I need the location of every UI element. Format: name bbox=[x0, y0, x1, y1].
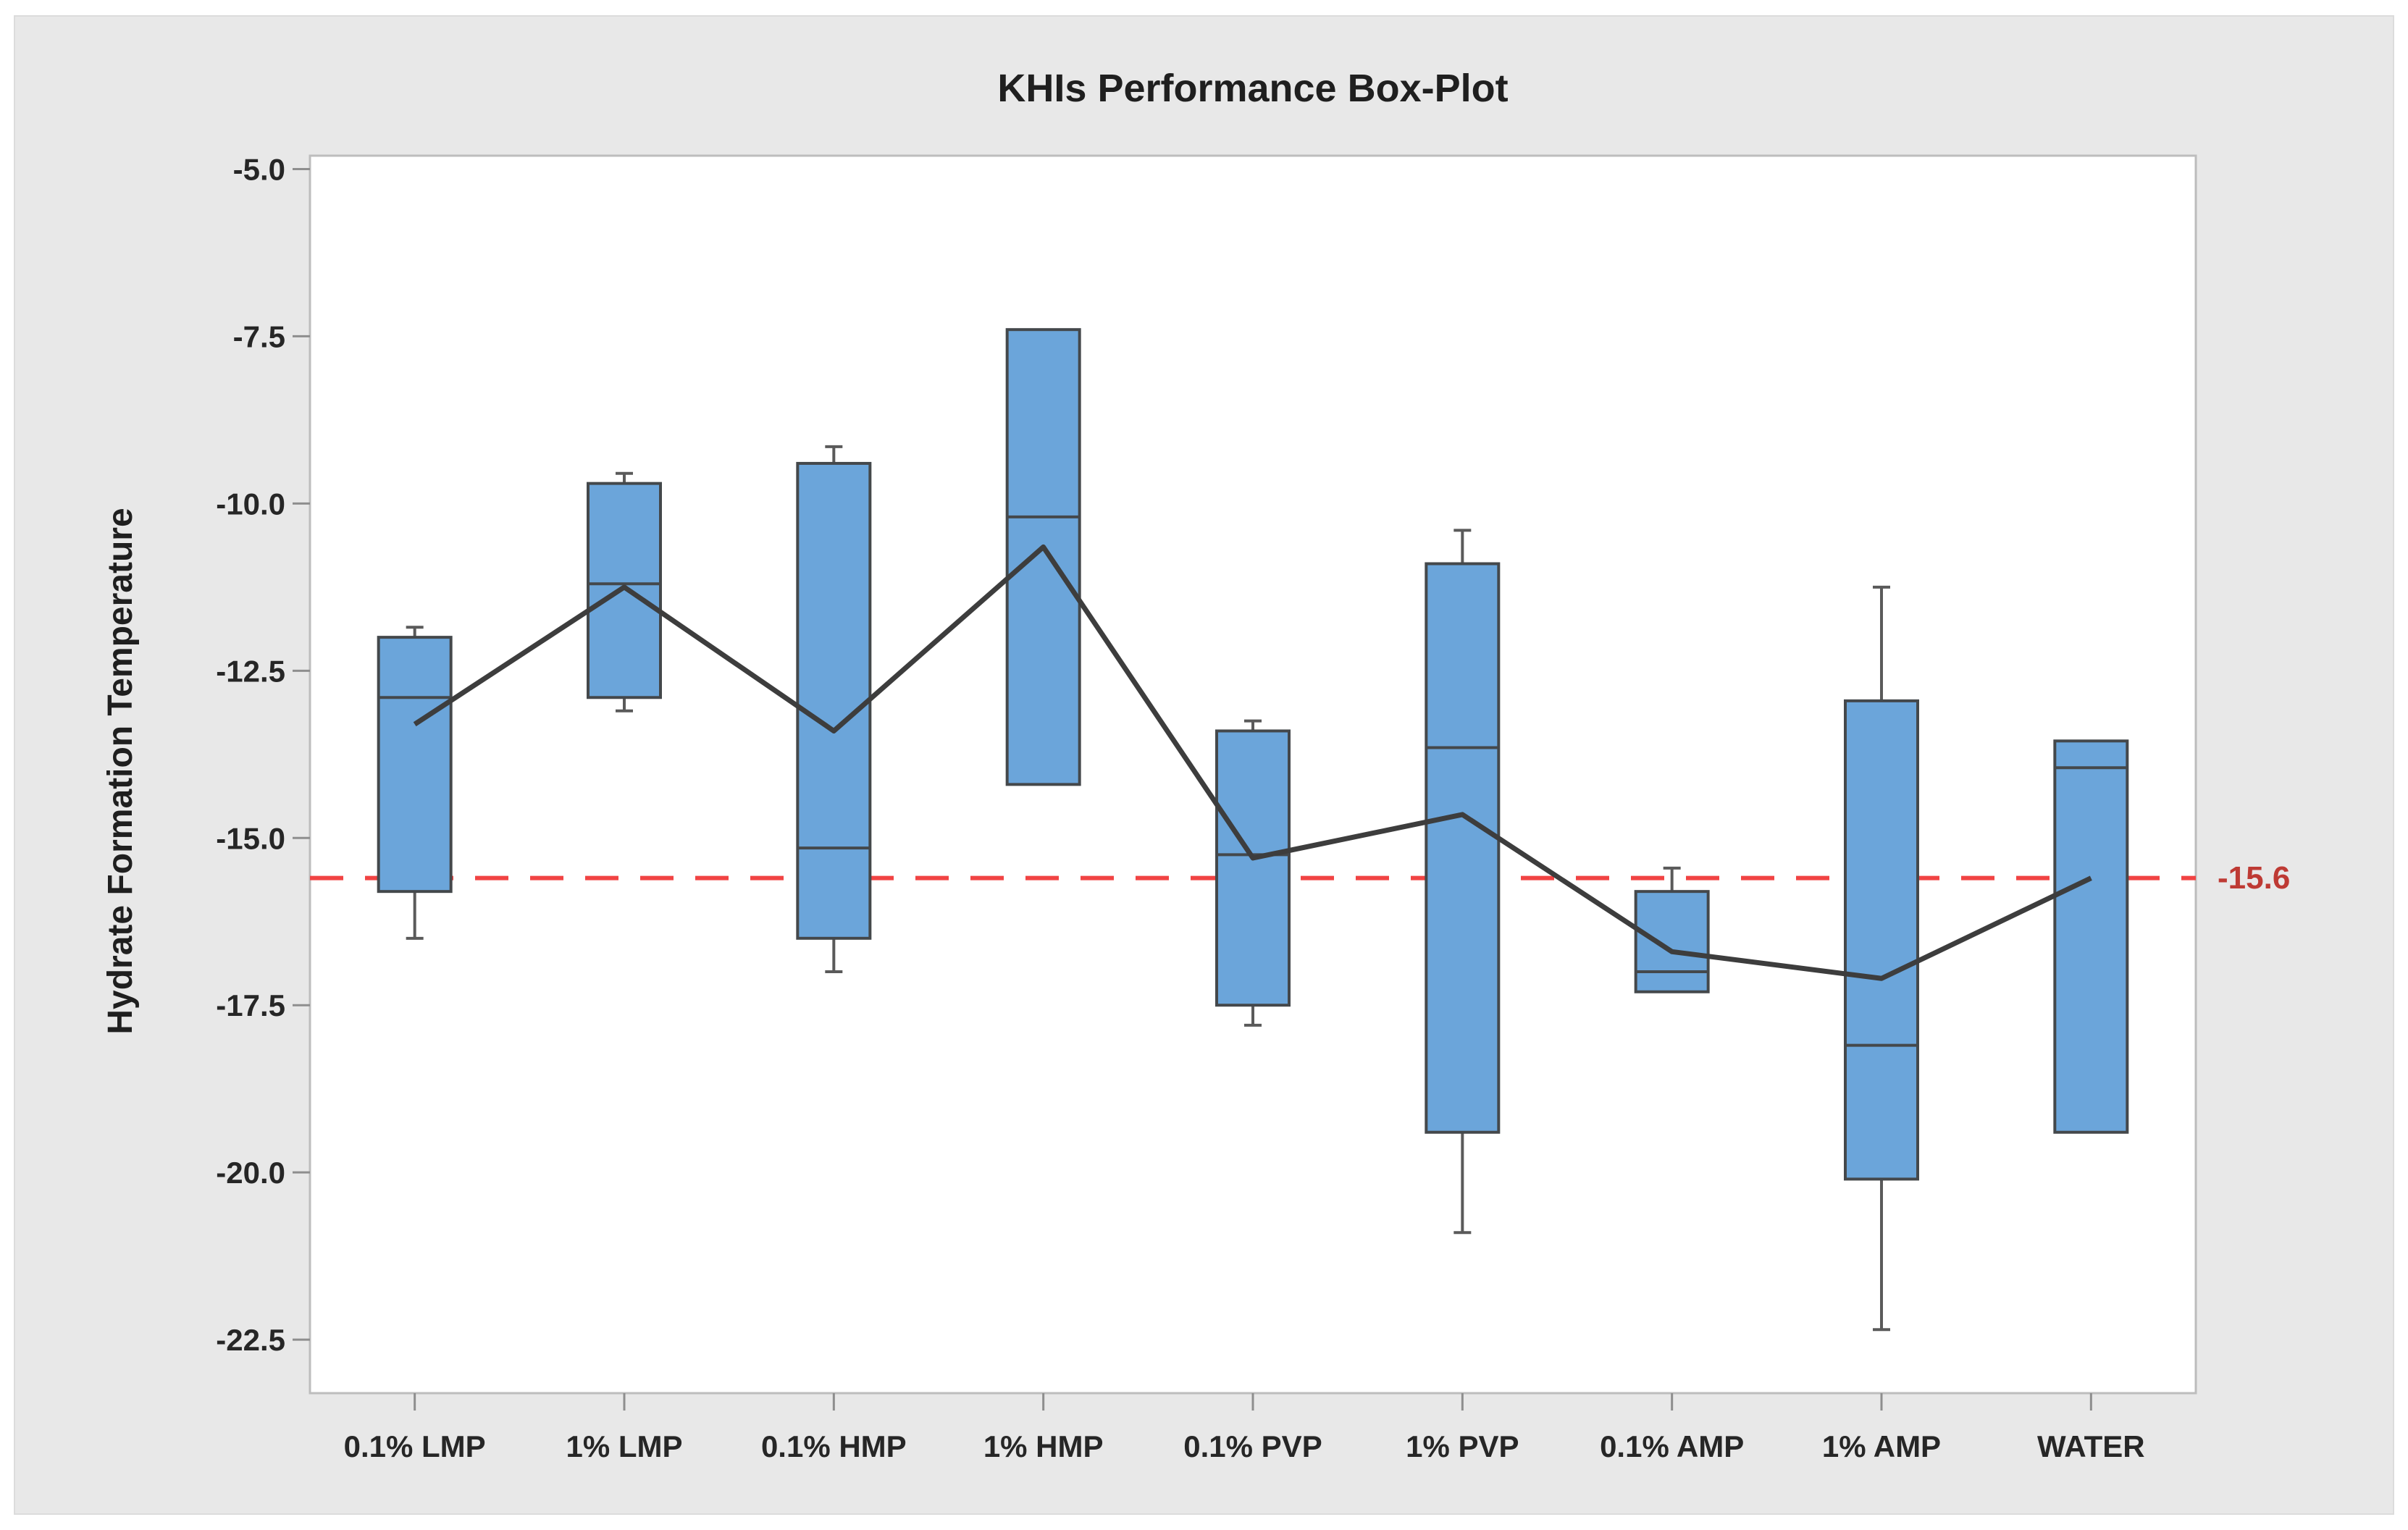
y-tick-label: -7.5 bbox=[233, 319, 285, 353]
y-tick-label: -20.0 bbox=[216, 1156, 285, 1190]
x-category-label: WATER bbox=[2037, 1429, 2145, 1463]
box-iqr bbox=[796, 461, 872, 940]
x-category-label: 1% LMP bbox=[566, 1429, 682, 1463]
x-category-label: 1% HMP bbox=[983, 1429, 1104, 1463]
y-tick-label: -10.0 bbox=[216, 487, 285, 521]
box-iqr bbox=[1634, 890, 1710, 993]
x-category-label: 0.1% AMP bbox=[1600, 1429, 1744, 1463]
y-tick-label: -22.5 bbox=[216, 1323, 285, 1357]
reference-line-label: -15.6 bbox=[2218, 860, 2290, 896]
box-iqr bbox=[1844, 699, 1919, 1181]
x-category-label: 0.1% HMP bbox=[761, 1429, 907, 1463]
chart-title: KHIs Performance Box-Plot bbox=[997, 67, 1508, 110]
box-iqr bbox=[377, 636, 453, 894]
x-category-label: 1% AMP bbox=[1822, 1429, 1941, 1463]
chart-content: -5.0 -7.5 -10.0 -12.5 -15.0 -17.5 -20.0 -22.5 0.… bbox=[216, 152, 2196, 1463]
x-category-label: 0.1% LMP bbox=[344, 1429, 486, 1463]
x-category-label: 1% PVP bbox=[1406, 1429, 1519, 1463]
box-iqr bbox=[1005, 328, 1081, 786]
box-iqr bbox=[587, 482, 662, 699]
box-iqr bbox=[1215, 729, 1291, 1007]
y-tick-label: -17.5 bbox=[216, 988, 285, 1022]
box-iqr bbox=[1425, 562, 1501, 1134]
y-tick-label: -15.0 bbox=[216, 821, 285, 855]
y-tick-label: -5.0 bbox=[233, 152, 285, 186]
y-tick-label: -12.5 bbox=[216, 654, 285, 688]
y-axis-title: Hydrate Formation Temperature bbox=[101, 508, 140, 1034]
x-category-label: 0.1% PVP bbox=[1183, 1429, 1322, 1463]
box-iqr bbox=[2053, 739, 2129, 1134]
mean-connecting-line bbox=[413, 544, 2092, 981]
